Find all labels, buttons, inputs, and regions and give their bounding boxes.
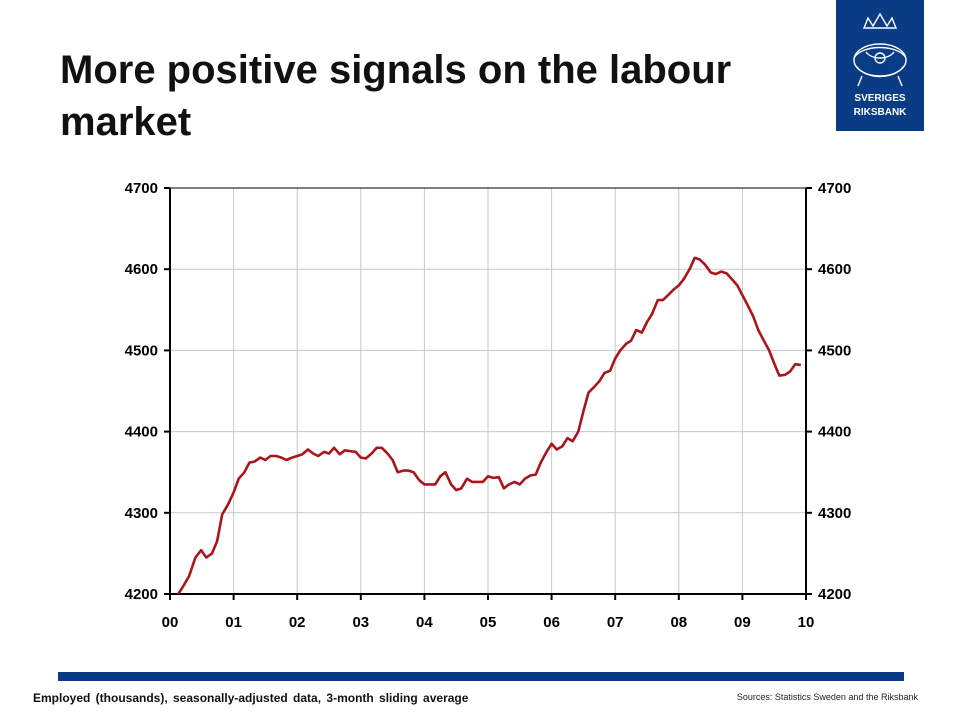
employment-series-line <box>177 256 802 595</box>
footnote: Employed (thousands), seasonally-adjuste… <box>33 691 469 705</box>
y-tick-label-left: 4300 <box>125 505 158 522</box>
y-tick-label-right: 4400 <box>818 424 851 441</box>
y-tick-label-right: 4700 <box>818 180 851 197</box>
x-tick-label: 02 <box>289 614 306 631</box>
logo-line1: SVERIGES <box>854 93 905 104</box>
y-tick-label-right: 4600 <box>818 261 851 278</box>
y-tick-label-right: 4300 <box>818 505 851 522</box>
y-tick-label-left: 4600 <box>125 261 158 278</box>
riksbank-crest-icon: SVERIGES RIKSBANK <box>853 12 908 118</box>
x-tick-label: 03 <box>352 614 369 631</box>
x-tick-label: 07 <box>607 614 624 631</box>
y-tick-label-left: 4200 <box>125 586 158 603</box>
page-title: More positive signals on the labour mark… <box>60 48 732 144</box>
employment-line-chart: 4200 4200 4300 4300 4400 4400 4500 4500 4600 4600… <box>125 180 852 631</box>
x-tick-label: 06 <box>543 614 560 631</box>
y-tick-label-left: 4500 <box>125 342 158 359</box>
y-tick-label-left: 4700 <box>125 180 158 197</box>
y-tick-label-left: 4400 <box>125 424 158 441</box>
riksbank-logo: SVERIGES RIKSBANK <box>836 0 924 131</box>
x-tick-label: 09 <box>734 614 751 631</box>
x-tick-label: 00 <box>162 614 179 631</box>
x-tick-label: 05 <box>480 614 497 631</box>
x-tick-label: 10 <box>798 614 815 631</box>
x-tick-label: 08 <box>670 614 687 631</box>
x-tick-label: 01 <box>225 614 242 631</box>
logo-line2: RIKSBANK <box>854 107 908 118</box>
y-tick-label-right: 4200 <box>818 586 851 603</box>
bottom-divider-bar <box>58 672 904 681</box>
source-note: Sources: Statistics Sweden and the Riksb… <box>736 692 918 702</box>
y-tick-label-right: 4500 <box>818 342 851 359</box>
x-tick-label: 04 <box>416 614 433 631</box>
